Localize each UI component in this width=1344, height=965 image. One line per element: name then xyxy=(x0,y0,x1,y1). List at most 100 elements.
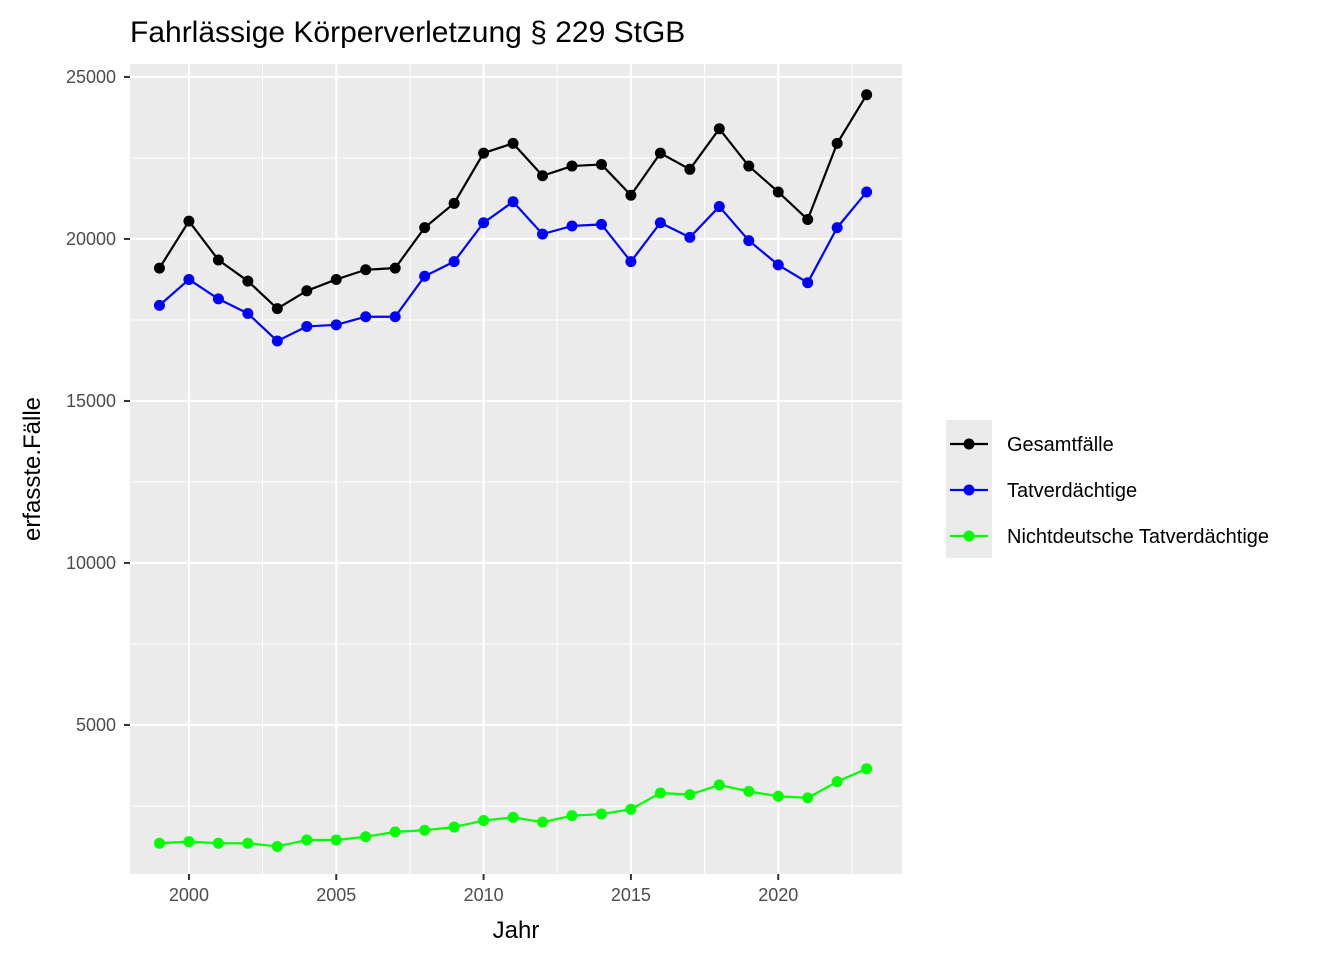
series-3-point xyxy=(654,787,666,799)
series-2-point xyxy=(831,222,843,234)
series-2-point xyxy=(684,231,696,243)
series-1-point xyxy=(360,264,372,276)
x-tick-label: 2010 xyxy=(464,885,504,905)
y-tick-label: 20000 xyxy=(66,229,116,249)
series-1-point xyxy=(330,273,342,285)
series-3-point xyxy=(625,803,637,815)
series-3-point xyxy=(153,837,165,849)
series-2-point xyxy=(448,256,460,268)
series-1-point xyxy=(153,262,165,274)
series-3-point xyxy=(537,816,549,828)
series-2-point xyxy=(713,201,725,213)
series-3-point xyxy=(684,789,696,801)
series-2-point xyxy=(271,335,283,347)
series-2-point xyxy=(654,217,666,229)
x-tick-label: 2005 xyxy=(316,885,356,905)
x-tick-label: 2000 xyxy=(169,885,209,905)
series-3-point xyxy=(507,811,519,823)
series-1-point xyxy=(595,158,607,170)
x-axis-title: Jahr xyxy=(493,917,540,944)
y-tick-label: 10000 xyxy=(66,553,116,573)
series-2-point xyxy=(772,259,784,271)
series-layer xyxy=(153,89,873,852)
series-1-point xyxy=(772,186,784,198)
series-2-point xyxy=(360,311,372,323)
series-3-point xyxy=(419,824,431,836)
legend-item-2-label: Tatverdächtige xyxy=(1007,480,1137,502)
series-1-point xyxy=(212,254,224,266)
series-3-point xyxy=(802,792,814,804)
series-3-point xyxy=(360,831,372,843)
series-2-point xyxy=(183,273,195,285)
series-1-point xyxy=(271,303,283,315)
legend-item-2-marker xyxy=(963,484,975,496)
series-3-point xyxy=(861,763,873,775)
series-3-point xyxy=(242,837,254,849)
legend-item-1-label: Gesamtfälle xyxy=(1007,434,1114,456)
series-2-point xyxy=(625,256,637,268)
series-3-point xyxy=(743,785,755,797)
series-1-point xyxy=(507,137,519,149)
series-2-point xyxy=(478,217,490,229)
legend-item-3-marker xyxy=(963,530,975,542)
series-2-point xyxy=(153,299,165,311)
series-1-point xyxy=(566,160,578,172)
series-3-point xyxy=(212,837,224,849)
series-2-point xyxy=(389,311,401,323)
series-1-point xyxy=(301,285,313,297)
series-2-point xyxy=(301,320,313,332)
series-3-point xyxy=(595,808,607,820)
series-3-point xyxy=(478,815,490,827)
series-3-point xyxy=(713,779,725,791)
y-tick-label: 15000 xyxy=(66,391,116,411)
series-2-point xyxy=(743,235,755,247)
series-2-point xyxy=(537,228,549,240)
series-1-point xyxy=(713,123,725,135)
plot-panel xyxy=(130,64,902,874)
legend: Gesamtfälle Tatverdächtige Nichtdeutsche T… xyxy=(946,420,1269,558)
legend-item-3-label: Nichtdeutsche Tatverdächtige xyxy=(1007,526,1269,548)
y-tick-label: 25000 xyxy=(66,67,116,87)
series-2-point xyxy=(330,319,342,331)
series-2-point xyxy=(595,218,607,230)
series-3-point xyxy=(271,840,283,852)
series-1-point xyxy=(831,137,843,149)
series-3-point xyxy=(831,776,843,788)
series-2-point xyxy=(242,307,254,319)
series-1-point xyxy=(802,214,814,226)
x-tick-label: 2020 xyxy=(758,885,798,905)
series-1-point xyxy=(478,147,490,159)
series-2-point xyxy=(212,293,224,305)
y-tick-label: 5000 xyxy=(76,715,116,735)
y-axis-title: erfasste.Fälle xyxy=(19,397,46,541)
series-3-point xyxy=(389,826,401,838)
chart-title: Fahrlässige Körperverletzung § 229 StGB xyxy=(130,16,685,49)
series-2-point xyxy=(802,277,814,289)
series-2-point xyxy=(566,220,578,232)
series-2-point xyxy=(507,196,519,208)
series-1-point xyxy=(684,163,696,175)
x-tick-label: 2015 xyxy=(611,885,651,905)
series-2-point xyxy=(861,186,873,198)
series-3-point xyxy=(183,836,195,848)
series-3-point xyxy=(330,834,342,846)
series-1-point xyxy=(419,222,431,234)
series-1-point xyxy=(448,197,460,209)
series-1-point xyxy=(861,89,873,101)
series-3-point xyxy=(772,790,784,802)
series-1-point xyxy=(537,170,549,182)
series-3-point xyxy=(301,834,313,846)
series-3-point xyxy=(448,821,460,833)
series-1-point xyxy=(389,262,401,274)
series-1-point xyxy=(743,160,755,172)
series-3-point xyxy=(566,810,578,822)
grid-lines xyxy=(130,64,902,874)
axes: 5000 10000 15000 20000 25000 2000 2005 2010 2015… xyxy=(66,67,798,905)
series-2-point xyxy=(419,270,431,282)
series-1-point xyxy=(183,215,195,227)
series-1-point xyxy=(242,275,254,287)
series-1-point xyxy=(654,147,666,159)
legend-item-1-marker xyxy=(963,438,975,450)
series-1-point xyxy=(625,189,637,201)
